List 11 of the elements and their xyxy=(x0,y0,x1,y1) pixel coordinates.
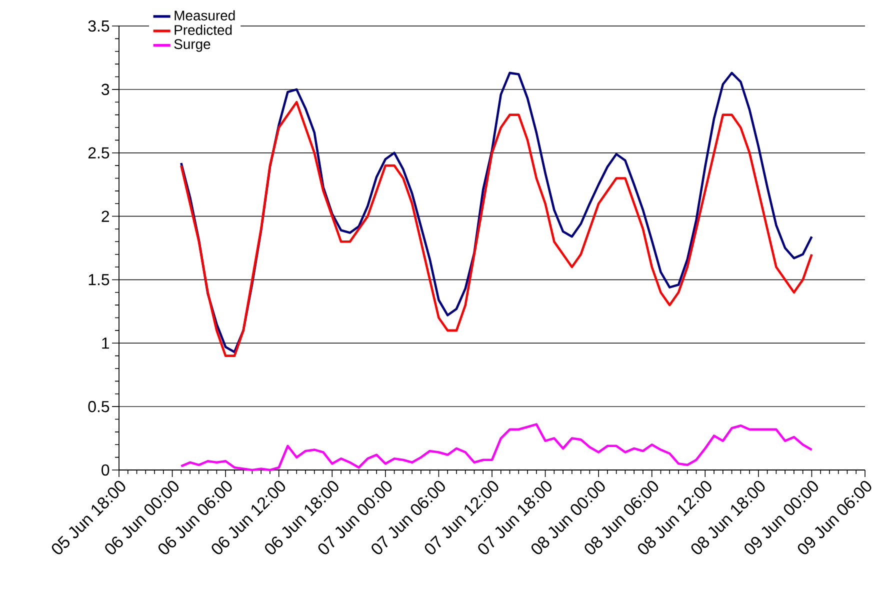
legend-label: Surge xyxy=(174,39,210,52)
y-tick-label: 3.5 xyxy=(88,20,110,32)
y-tick-label: 2 xyxy=(102,210,110,222)
legend-label: Measured xyxy=(174,10,235,20)
y-tick-label: 0 xyxy=(102,464,110,476)
y-tick-label: 2.5 xyxy=(88,147,110,158)
y-tick-label: 0.5 xyxy=(88,400,110,412)
y-tick-label: 1.5 xyxy=(88,274,110,286)
y-tick-label: 3 xyxy=(102,84,110,96)
legend-label: Predicted xyxy=(174,24,232,35)
y-tick-label: 1 xyxy=(102,338,110,349)
